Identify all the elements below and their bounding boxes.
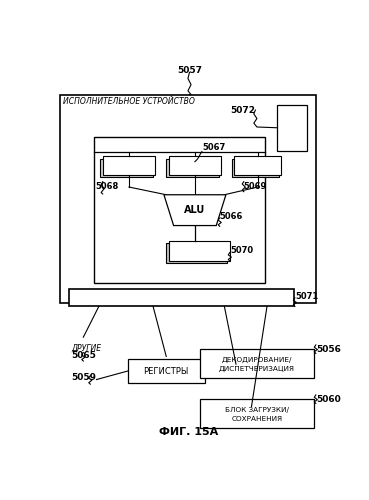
Bar — [69, 290, 294, 306]
Bar — [277, 104, 307, 151]
Bar — [232, 158, 279, 177]
Bar — [100, 158, 153, 177]
Text: 5065: 5065 — [72, 351, 97, 360]
Bar — [166, 244, 227, 264]
Bar — [169, 156, 221, 174]
Bar — [200, 349, 314, 378]
Text: 5066: 5066 — [220, 212, 243, 221]
Bar — [128, 359, 205, 384]
Bar — [200, 399, 314, 428]
Text: 5060: 5060 — [316, 395, 341, 404]
Text: 5072: 5072 — [230, 106, 255, 115]
Bar — [103, 156, 155, 174]
Text: ДРУГИЕ: ДРУГИЕ — [72, 344, 102, 352]
Text: 5070: 5070 — [231, 246, 254, 256]
Text: ДЕКОДИРОВАНИЕ/: ДЕКОДИРОВАНИЕ/ — [222, 356, 292, 362]
Text: 5056: 5056 — [316, 345, 341, 354]
Bar — [166, 158, 219, 177]
Text: ДИСПЕТЧЕРИЗАЦИЯ: ДИСПЕТЧЕРИЗАЦИЯ — [219, 366, 295, 372]
Text: 5059: 5059 — [72, 372, 97, 382]
Polygon shape — [164, 194, 226, 226]
Text: ИСПОЛНИТЕЛЬНОЕ УСТРОЙСТВО: ИСПОЛНИТЕЛЬНОЕ УСТРОЙСТВО — [63, 97, 195, 106]
Text: 5068: 5068 — [95, 182, 118, 190]
Text: СОХРАНЕНИЯ: СОХРАНЕНИЯ — [231, 416, 283, 422]
Text: 5057: 5057 — [177, 66, 202, 75]
Bar — [60, 94, 316, 302]
Text: РЕГИСТРЫ: РЕГИСТРЫ — [144, 366, 189, 376]
Text: ALU: ALU — [184, 205, 206, 215]
Bar — [234, 156, 281, 174]
Text: 5067: 5067 — [203, 142, 226, 152]
Text: 5071: 5071 — [296, 292, 319, 301]
Text: ФИГ. 15А: ФИГ. 15А — [159, 428, 218, 438]
Text: БЛОК ЗАГРУЗКИ/: БЛОК ЗАГРУЗКИ/ — [225, 406, 289, 412]
Text: 5069: 5069 — [244, 182, 267, 190]
Bar — [169, 241, 230, 261]
Bar — [94, 137, 265, 284]
